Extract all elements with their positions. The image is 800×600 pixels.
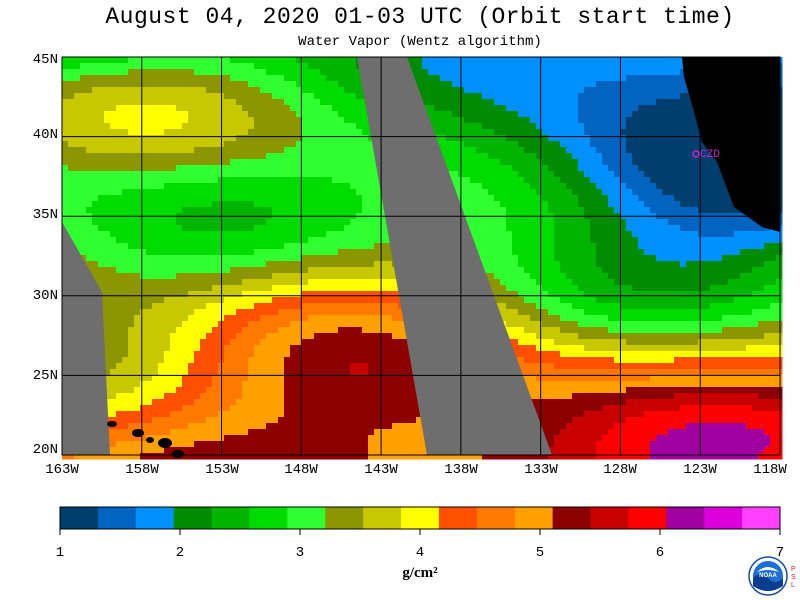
colorbar-swatch	[742, 507, 781, 529]
colorbar-swatch	[325, 507, 364, 529]
colorbar-swatch	[590, 507, 629, 529]
land-hawaii-island	[172, 450, 184, 458]
colorbar-swatch	[173, 507, 213, 529]
no-data-swaths	[62, 57, 552, 455]
no-data-swath-west	[62, 222, 110, 455]
colorbar-swatch	[438, 507, 478, 529]
land-california	[682, 57, 780, 232]
lat-lon-grid	[62, 57, 780, 455]
city-label: CZD	[700, 149, 720, 161]
colorbar-units: g/cm²	[402, 565, 438, 581]
land-hawaii-island	[107, 421, 117, 427]
lon-label-133w: 133W	[524, 462, 558, 478]
map-subtitle: Water Vapor (Wentz algorithm)	[298, 34, 542, 50]
land-hawaii-island	[158, 438, 172, 448]
colorbar-swatch	[135, 507, 175, 529]
colorbar-swatch	[60, 507, 99, 529]
lat-label-20n: 20N	[32, 442, 58, 458]
colorbar-swatch	[552, 507, 592, 529]
colorbar-tick-4: 4	[415, 545, 425, 561]
colorbar-swatch	[704, 507, 743, 529]
colorbar-tick-6: 6	[655, 545, 665, 561]
colorbar-swatch	[476, 507, 516, 529]
lon-label-118w: 118W	[753, 462, 787, 478]
colorbar-tick-7: 7	[775, 545, 785, 561]
colorbar-swatch	[628, 507, 667, 529]
lat-label-25n: 25N	[32, 368, 58, 384]
lat-label-40n: 40N	[32, 127, 58, 143]
land-mask	[107, 57, 780, 458]
lat-label-45n: 45N	[32, 52, 58, 68]
noaa-logo: NOAA	[748, 556, 788, 596]
colorbar-swatch	[514, 507, 554, 529]
lon-label-158w: 158W	[125, 462, 159, 478]
lon-label-123w: 123W	[683, 462, 717, 478]
colorbar-swatch	[97, 507, 137, 529]
lon-label-163w: 163W	[45, 462, 79, 478]
noaa-logo-text: NOAA	[759, 573, 777, 579]
lon-label-148w: 148W	[284, 462, 318, 478]
map-title: August 04, 2020 01-03 UTC (Orbit start t…	[105, 4, 735, 30]
land-hawaii-island	[132, 429, 144, 437]
city-marker-czd: CZD	[692, 149, 720, 161]
colorbar-swatch	[401, 507, 440, 529]
lon-label-138w: 138W	[444, 462, 478, 478]
lon-label-128w: 128W	[603, 462, 637, 478]
colorbar-swatch	[287, 507, 326, 529]
colorbar	[59, 506, 781, 535]
colorbar-swatch	[363, 507, 402, 529]
lat-label-35n: 35N	[32, 207, 58, 223]
lon-label-143w: 143W	[364, 462, 398, 478]
map-frame	[61, 56, 781, 456]
colorbar-swatch	[211, 507, 250, 529]
lon-label-153w: 153W	[205, 462, 239, 478]
colorbar-tick-3: 3	[295, 545, 305, 561]
colorbar-tick-1: 1	[55, 545, 65, 561]
colorbar-tick-5: 5	[535, 545, 545, 561]
no-data-swath-center	[357, 57, 552, 455]
colorbar-tick-2: 2	[175, 545, 185, 561]
land-hawaii-island	[146, 437, 154, 443]
colorbar-swatch	[666, 507, 705, 529]
colorbar-swatch	[249, 507, 288, 529]
lat-label-30n: 30N	[32, 288, 58, 304]
